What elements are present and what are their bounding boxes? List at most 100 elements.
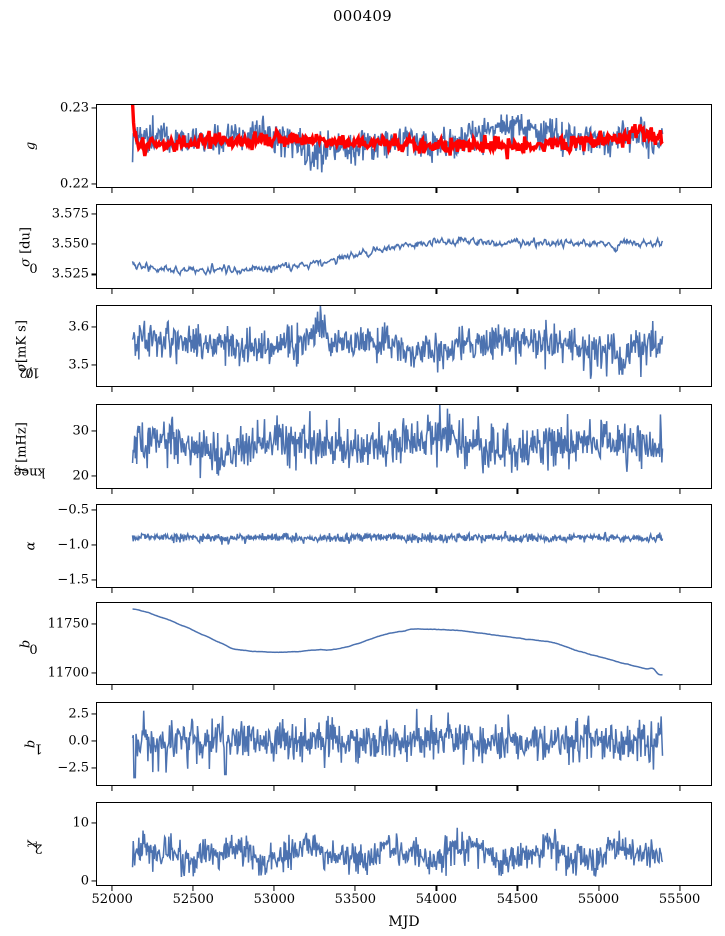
x-tick-label: 53000 (253, 892, 295, 907)
x-tick-mark (597, 786, 600, 791)
y-tick-mark (91, 273, 96, 275)
y-tick-label: 0.22 (60, 176, 89, 192)
plot-panel-f-knee-mhz- (96, 404, 712, 489)
y-tick-mark (91, 243, 96, 245)
series-b0 (133, 609, 663, 675)
x-tick-mark (679, 786, 681, 791)
x-tick-mark (354, 188, 356, 193)
y-tick-label: −1.0 (57, 537, 89, 553)
x-tick-mark (111, 588, 113, 593)
y-tick-label: 3.525 (51, 266, 89, 282)
x-tick-mark (679, 289, 681, 294)
x-tick-mark (679, 387, 681, 392)
y-tick-mark (91, 430, 96, 432)
x-tick-label: 55000 (577, 892, 620, 907)
x-tick-mark (435, 188, 437, 193)
x-tick-mark (435, 387, 437, 392)
x-tick-mark (435, 685, 437, 690)
x-tick-mark (273, 886, 275, 891)
x-tick-mark (435, 588, 437, 593)
plot-panel-g (96, 104, 712, 188)
y-tick-mark (91, 183, 96, 185)
x-tick-mark (192, 886, 194, 891)
x-tick-mark (597, 489, 600, 494)
y-tick-mark (91, 579, 96, 581)
y-tick-label: 3.5 (68, 357, 89, 373)
x-tick-mark (192, 387, 194, 392)
y-tick-mark (91, 767, 96, 769)
x-tick-mark (111, 886, 113, 891)
x-tick-mark (111, 685, 113, 690)
x-axis-label: MJD (388, 914, 420, 930)
x-tick-mark (273, 289, 275, 294)
y-tick-label: 10 (72, 815, 89, 831)
y-tick-label: 0.23 (60, 100, 89, 116)
plot-panel-sigma-0-mk-s-1-2- (96, 305, 712, 387)
x-tick-mark (597, 387, 600, 392)
series-sigma0-mK (133, 306, 663, 379)
x-tick-mark (273, 387, 275, 392)
y-tick-label: 20 (72, 468, 89, 484)
x-tick-mark (111, 489, 113, 494)
y-tick-mark (91, 475, 96, 477)
figure-title: 000409 (332, 7, 393, 25)
x-tick-mark (597, 289, 600, 294)
y-tick-label: 0 (80, 873, 89, 889)
x-tick-mark (354, 886, 356, 891)
series-f-knee (133, 405, 663, 478)
y-tick-mark (91, 822, 96, 824)
y-tick-label: 3.550 (51, 236, 89, 252)
y-tick-label: −1.5 (57, 572, 89, 588)
y-tick-label: 3.6 (68, 319, 89, 335)
x-tick-mark (273, 786, 275, 791)
x-tick-mark (273, 188, 275, 193)
x-tick-mark (516, 588, 519, 593)
x-tick-mark (435, 489, 437, 494)
y-tick-label: 11700 (47, 665, 89, 681)
x-tick-mark (192, 489, 194, 494)
y-tick-mark (91, 326, 96, 328)
x-tick-label: 52000 (91, 892, 133, 907)
x-tick-mark (354, 685, 356, 690)
y-tick-mark (91, 623, 96, 625)
x-tick-mark (597, 685, 600, 690)
y-tick-mark (91, 213, 96, 215)
x-tick-mark (111, 786, 113, 791)
x-tick-mark (192, 786, 194, 791)
x-tick-mark (354, 489, 356, 494)
x-tick-mark (273, 685, 275, 690)
x-tick-mark (192, 685, 194, 690)
x-tick-mark (354, 588, 356, 593)
x-tick-mark (597, 886, 600, 891)
x-tick-mark (516, 289, 519, 294)
series-g-red (133, 105, 663, 159)
y-tick-mark (91, 880, 96, 882)
x-tick-mark (192, 188, 194, 193)
x-tick-mark (111, 188, 113, 193)
x-tick-mark (679, 489, 681, 494)
y-tick-label: 2.5 (68, 706, 89, 722)
x-tick-label: 53500 (334, 892, 377, 907)
y-tick-label: 0.0 (68, 733, 89, 749)
x-tick-label: 55500 (658, 892, 701, 907)
x-tick-mark (516, 786, 519, 791)
x-tick-label: 52500 (172, 892, 214, 907)
x-tick-mark (516, 685, 519, 690)
y-tick-mark (91, 364, 96, 366)
y-tick-label: 11750 (47, 616, 89, 632)
x-tick-mark (273, 489, 275, 494)
x-tick-mark (192, 588, 194, 593)
x-tick-mark (679, 588, 681, 593)
plot-panel-b-1 (96, 702, 712, 786)
x-tick-mark (679, 886, 681, 891)
x-tick-mark (516, 489, 519, 494)
x-tick-mark (435, 886, 437, 891)
y-tick-mark (91, 509, 96, 511)
x-tick-mark (516, 886, 519, 891)
x-tick-label: 54000 (415, 892, 458, 907)
x-tick-mark (516, 188, 519, 193)
x-tick-mark (597, 588, 600, 593)
x-tick-mark (354, 289, 356, 294)
y-tick-mark (91, 713, 96, 715)
